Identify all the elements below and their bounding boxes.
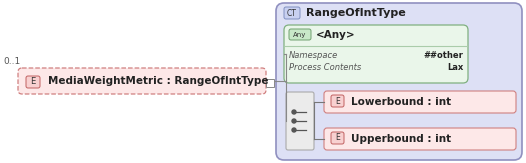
FancyBboxPatch shape <box>331 132 344 144</box>
FancyBboxPatch shape <box>284 7 300 19</box>
Circle shape <box>292 119 296 123</box>
Text: Process Contents: Process Contents <box>289 64 361 73</box>
FancyBboxPatch shape <box>284 25 468 83</box>
FancyBboxPatch shape <box>324 91 516 113</box>
Bar <box>266 79 274 87</box>
Text: MediaWeightMetric : RangeOfIntType: MediaWeightMetric : RangeOfIntType <box>48 76 268 86</box>
Circle shape <box>292 128 296 132</box>
FancyBboxPatch shape <box>324 128 516 150</box>
FancyBboxPatch shape <box>26 76 40 88</box>
FancyBboxPatch shape <box>276 3 522 160</box>
FancyBboxPatch shape <box>286 92 314 150</box>
Text: E: E <box>335 96 340 105</box>
Text: E: E <box>31 77 36 87</box>
Text: RangeOfIntType: RangeOfIntType <box>306 8 406 18</box>
Text: Lowerbound : int: Lowerbound : int <box>351 97 451 107</box>
Text: <Any>: <Any> <box>316 30 356 40</box>
Text: Lax: Lax <box>447 64 463 73</box>
Text: Namespace: Namespace <box>289 51 338 59</box>
Text: 0..1: 0..1 <box>3 58 20 67</box>
FancyBboxPatch shape <box>18 68 266 94</box>
FancyBboxPatch shape <box>289 29 311 40</box>
Text: E: E <box>335 133 340 142</box>
Text: ##other: ##other <box>423 51 463 59</box>
Text: CT: CT <box>287 8 297 17</box>
Text: Any: Any <box>294 31 307 37</box>
Circle shape <box>292 110 296 114</box>
FancyBboxPatch shape <box>331 95 344 107</box>
Text: Upperbound : int: Upperbound : int <box>351 134 451 144</box>
